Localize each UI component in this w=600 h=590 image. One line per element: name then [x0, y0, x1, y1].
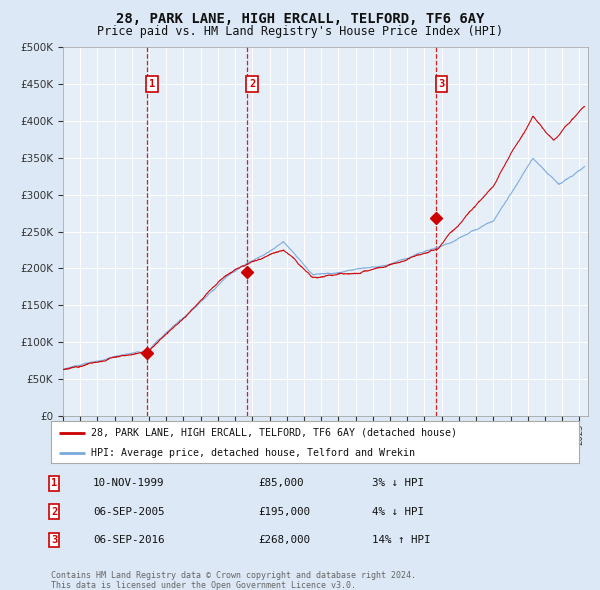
Text: HPI: Average price, detached house, Telford and Wrekin: HPI: Average price, detached house, Telf…: [91, 448, 415, 457]
Text: 3% ↓ HPI: 3% ↓ HPI: [372, 478, 424, 488]
Text: 06-SEP-2016: 06-SEP-2016: [93, 535, 164, 545]
Text: 10-NOV-1999: 10-NOV-1999: [93, 478, 164, 488]
Text: 2: 2: [249, 79, 255, 89]
Text: Contains HM Land Registry data © Crown copyright and database right 2024.: Contains HM Land Registry data © Crown c…: [51, 571, 416, 580]
Text: 28, PARK LANE, HIGH ERCALL, TELFORD, TF6 6AY (detached house): 28, PARK LANE, HIGH ERCALL, TELFORD, TF6…: [91, 428, 457, 438]
Text: This data is licensed under the Open Government Licence v3.0.: This data is licensed under the Open Gov…: [51, 581, 356, 589]
Text: 1: 1: [149, 79, 155, 89]
Text: Price paid vs. HM Land Registry's House Price Index (HPI): Price paid vs. HM Land Registry's House …: [97, 25, 503, 38]
Text: 14% ↑ HPI: 14% ↑ HPI: [372, 535, 431, 545]
Text: £268,000: £268,000: [258, 535, 310, 545]
Text: 4% ↓ HPI: 4% ↓ HPI: [372, 507, 424, 516]
Text: 3: 3: [438, 79, 445, 89]
Text: 1: 1: [51, 478, 57, 488]
Text: £85,000: £85,000: [258, 478, 304, 488]
Text: £195,000: £195,000: [258, 507, 310, 516]
Text: 28, PARK LANE, HIGH ERCALL, TELFORD, TF6 6AY: 28, PARK LANE, HIGH ERCALL, TELFORD, TF6…: [116, 12, 484, 26]
Text: 06-SEP-2005: 06-SEP-2005: [93, 507, 164, 516]
Text: 2: 2: [51, 507, 57, 516]
Text: 3: 3: [51, 535, 57, 545]
